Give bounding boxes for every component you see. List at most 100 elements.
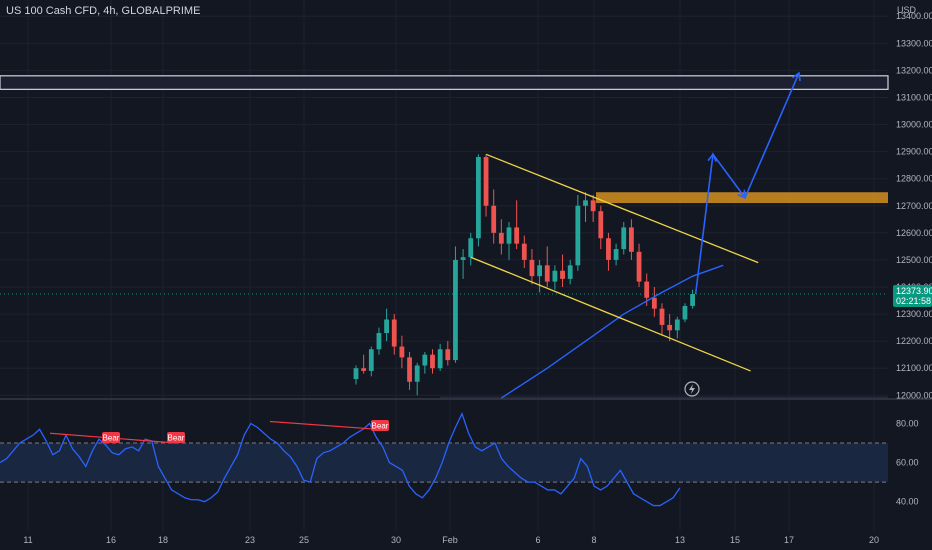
candle-body: [575, 205, 581, 266]
time-axis-tick: 25: [299, 535, 309, 545]
candle-body: [361, 368, 367, 371]
candle-body: [399, 346, 405, 358]
candle-body: [659, 308, 665, 325]
candle-body: [636, 251, 642, 282]
price-axis-tick: 13000.00: [896, 120, 932, 130]
candle-body: [514, 227, 520, 244]
candle-body: [491, 205, 497, 233]
candle-body: [529, 259, 535, 277]
candle-body: [560, 270, 565, 279]
rsi-band: [0, 443, 888, 483]
projection-arrowhead: [792, 71, 801, 82]
price-axis-tick: 12100.00: [896, 363, 932, 373]
price-axis-tick: 12500.00: [896, 255, 932, 265]
time-axis-tick: 6: [535, 535, 540, 545]
candle-body: [430, 354, 435, 369]
candle-body: [384, 319, 389, 334]
candle-body: [606, 238, 611, 260]
symbol-title[interactable]: US 100 Cash CFD, 4h, GLOBALPRIME: [6, 5, 201, 17]
price-bands: [0, 75, 889, 398]
moving-average-line: [500, 264, 724, 399]
projection-arrowhead: [737, 189, 746, 199]
last-price-value: 12373.90: [896, 286, 932, 296]
candle-body: [407, 357, 412, 382]
time-axis-tick: 23: [245, 535, 255, 545]
price-axis-tick: 12300.00: [896, 309, 932, 319]
candle-body: [590, 200, 596, 212]
candle-body: [690, 294, 695, 306]
candle-body: [598, 211, 604, 239]
candle-body: [567, 265, 573, 279]
channel-line: [485, 153, 759, 264]
rsi-panel: Bear Bear Bear: [0, 411, 888, 507]
time-axis-tick: 17: [784, 535, 794, 545]
time-axis-tick: 16: [106, 535, 116, 545]
candle-body: [476, 157, 481, 239]
price-axis-tick: 12600.00: [896, 228, 932, 238]
bear-tag: [371, 420, 389, 431]
time-axis-tick: 18: [158, 535, 168, 545]
time-axis-tick: 8: [591, 535, 596, 545]
chart-overlays: [470, 71, 801, 399]
price-axis-tick: 13200.00: [896, 65, 932, 75]
price-axis-tick: 12200.00: [896, 336, 932, 346]
time-axis-tick: 13: [675, 535, 685, 545]
time-axis-tick: Feb: [442, 535, 458, 545]
candle-body: [552, 270, 558, 282]
candle-body: [621, 227, 627, 250]
currency-label: USD: [897, 5, 917, 15]
candle-body: [422, 354, 428, 366]
bear-tag-label: Bear: [372, 422, 389, 431]
rsi-line: [0, 411, 681, 507]
candle-body: [353, 368, 359, 380]
candle-body: [437, 349, 443, 369]
candle-body: [521, 243, 527, 260]
candle-body: [583, 200, 588, 206]
time-axis-tick: 15: [730, 535, 740, 545]
price-axis-tick: 12800.00: [896, 174, 932, 184]
rsi-axis-tick: 80.00: [896, 418, 919, 428]
bear-tag-label: Bear: [103, 434, 120, 443]
bear-tag: [167, 432, 185, 443]
rsi-axis-tick: 60.00: [896, 458, 919, 468]
lightning-icon[interactable]: [684, 381, 700, 397]
bear-tag: [102, 432, 120, 443]
time-axis-tick: 30: [391, 535, 401, 545]
divergence-line: [269, 420, 379, 430]
countdown-timer: 02:21:58: [896, 296, 931, 306]
candle-body: [445, 349, 451, 361]
candle-body: [506, 227, 512, 244]
candle-body: [498, 232, 504, 244]
rsi-axis-tick: 40.00: [896, 497, 919, 507]
candle-body: [468, 238, 474, 258]
time-axis-tick: 11: [23, 535, 32, 545]
time-axis-tick: 20: [869, 535, 879, 545]
candle-body: [613, 249, 619, 260]
resistance-zone: [596, 192, 888, 204]
candle-body: [682, 305, 688, 320]
price-axis-tick: 13400.00: [896, 11, 932, 21]
price-axis-tick: 12700.00: [896, 201, 932, 211]
last-price-tag: 12373.90 02:21:58: [893, 285, 932, 307]
candle-body: [414, 365, 420, 382]
candle-body: [483, 157, 489, 206]
candle-body: [667, 324, 673, 331]
projection-arrowhead: [707, 152, 717, 162]
candle-body: [460, 257, 466, 260]
price-axis-tick: 13100.00: [896, 92, 932, 102]
candle-body: [453, 259, 458, 361]
candle-body: [651, 297, 657, 309]
channel-line: [470, 256, 751, 372]
candle-body: [644, 281, 650, 298]
candle-body: [391, 319, 397, 347]
candlestick-series: [353, 154, 695, 396]
price-axis-tick: 12900.00: [896, 147, 932, 157]
candle-body: [544, 265, 550, 282]
support-band: [440, 396, 888, 398]
candle-body: [537, 265, 542, 277]
top-band: [0, 75, 889, 90]
projection-path: [694, 72, 800, 295]
price-axis-tick: 12000.00: [896, 390, 932, 400]
candle-body: [629, 227, 634, 252]
